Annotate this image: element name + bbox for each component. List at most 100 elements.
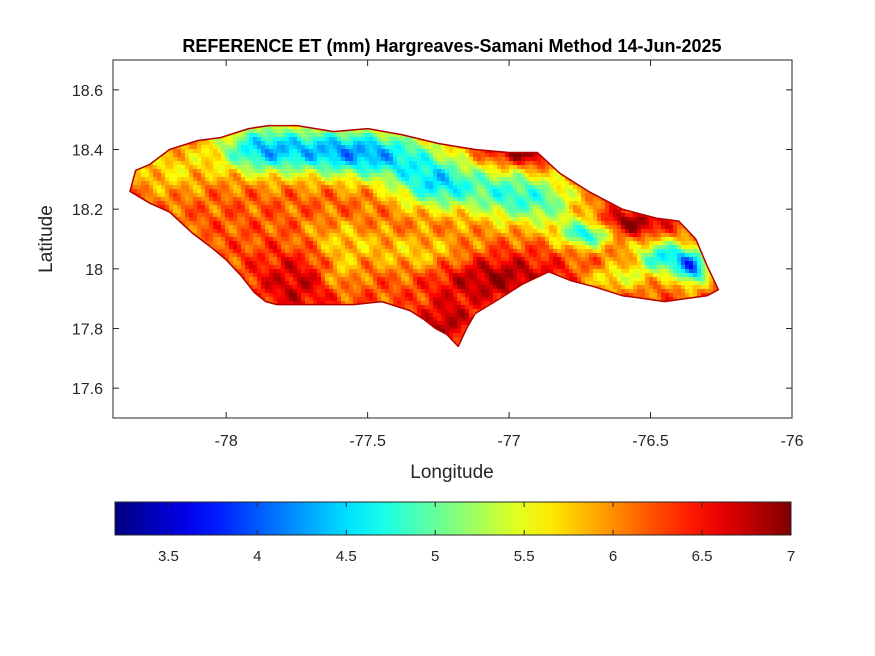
et-cell	[545, 217, 550, 222]
et-cell	[465, 197, 470, 202]
et-cell	[225, 165, 230, 170]
et-cell	[373, 189, 378, 194]
et-cell	[469, 225, 474, 230]
et-cell	[189, 181, 194, 186]
et-cell	[309, 137, 314, 142]
et-cell	[397, 201, 402, 206]
et-cell	[497, 197, 502, 202]
et-cell	[425, 213, 430, 218]
et-cell	[317, 229, 322, 234]
et-cell	[449, 185, 454, 190]
et-cell	[493, 173, 498, 178]
et-cell	[541, 161, 546, 166]
et-cell	[209, 161, 214, 166]
et-cell	[581, 221, 586, 226]
et-cell	[445, 193, 450, 198]
et-cell	[301, 209, 306, 214]
et-cell	[505, 161, 510, 166]
et-cell	[493, 237, 498, 242]
et-cell	[265, 189, 270, 194]
et-cell	[273, 205, 278, 210]
et-cell	[461, 161, 466, 166]
et-cell	[233, 165, 238, 170]
et-cell	[413, 197, 418, 202]
et-cell	[289, 149, 294, 154]
et-cell	[253, 173, 258, 178]
et-cell	[197, 161, 202, 166]
et-cell	[217, 153, 222, 158]
et-cell	[381, 133, 386, 138]
et-cell	[645, 221, 650, 226]
et-cell	[205, 217, 210, 222]
et-cell	[545, 209, 550, 214]
et-cell	[349, 217, 354, 222]
et-cell	[481, 161, 486, 166]
et-cell	[569, 233, 574, 238]
et-cell	[133, 177, 138, 182]
et-cell	[473, 149, 478, 154]
et-cell	[525, 173, 530, 178]
et-cell	[425, 185, 430, 190]
et-cell	[233, 221, 238, 226]
et-cell	[153, 189, 158, 194]
et-cell	[533, 221, 538, 226]
et-cell	[301, 181, 306, 186]
et-cell	[625, 237, 630, 242]
et-cell	[333, 221, 338, 226]
et-cell	[229, 221, 234, 226]
et-cell	[341, 133, 346, 138]
et-cell	[329, 157, 334, 162]
et-cell	[229, 133, 234, 138]
et-cell	[409, 141, 414, 146]
et-cell	[157, 161, 162, 166]
et-cell	[169, 201, 174, 206]
et-cell	[261, 217, 266, 222]
et-cell	[137, 189, 142, 194]
et-cell	[453, 169, 458, 174]
et-cell	[377, 189, 382, 194]
et-cell	[393, 209, 398, 214]
et-cell	[585, 229, 590, 234]
et-cell	[313, 169, 318, 174]
et-cell	[181, 181, 186, 186]
et-cell	[197, 153, 202, 158]
et-cell	[305, 165, 310, 170]
et-cell	[193, 169, 198, 174]
et-cell	[577, 217, 582, 222]
et-cell	[217, 193, 222, 198]
et-cell	[617, 209, 622, 214]
et-cell	[133, 185, 138, 190]
et-cell	[185, 189, 190, 194]
et-cell	[293, 157, 298, 162]
et-cell	[349, 169, 354, 174]
et-cell	[273, 237, 278, 242]
et-cell	[509, 225, 514, 230]
et-cell	[597, 213, 602, 218]
et-cell	[521, 181, 526, 186]
et-cell	[193, 225, 198, 230]
et-cell	[309, 181, 314, 186]
et-cell	[409, 177, 414, 182]
et-cell	[401, 229, 406, 234]
et-cell	[345, 137, 350, 142]
et-cell	[205, 201, 210, 206]
et-cell	[401, 201, 406, 206]
et-cell	[589, 233, 594, 238]
et-cell	[313, 141, 318, 146]
et-cell	[405, 137, 410, 142]
et-cell	[241, 237, 246, 242]
et-cell	[441, 209, 446, 214]
et-cell	[177, 149, 182, 154]
et-cell	[349, 213, 354, 218]
et-cell	[237, 205, 242, 210]
et-cell	[329, 205, 334, 210]
et-cell	[649, 217, 654, 222]
et-cell	[389, 185, 394, 190]
et-cell	[353, 217, 358, 222]
et-cell	[329, 153, 334, 158]
et-cell	[385, 189, 390, 194]
et-cell	[201, 141, 206, 146]
et-cell	[201, 177, 206, 182]
et-cell	[521, 225, 526, 230]
et-cell	[189, 221, 194, 226]
